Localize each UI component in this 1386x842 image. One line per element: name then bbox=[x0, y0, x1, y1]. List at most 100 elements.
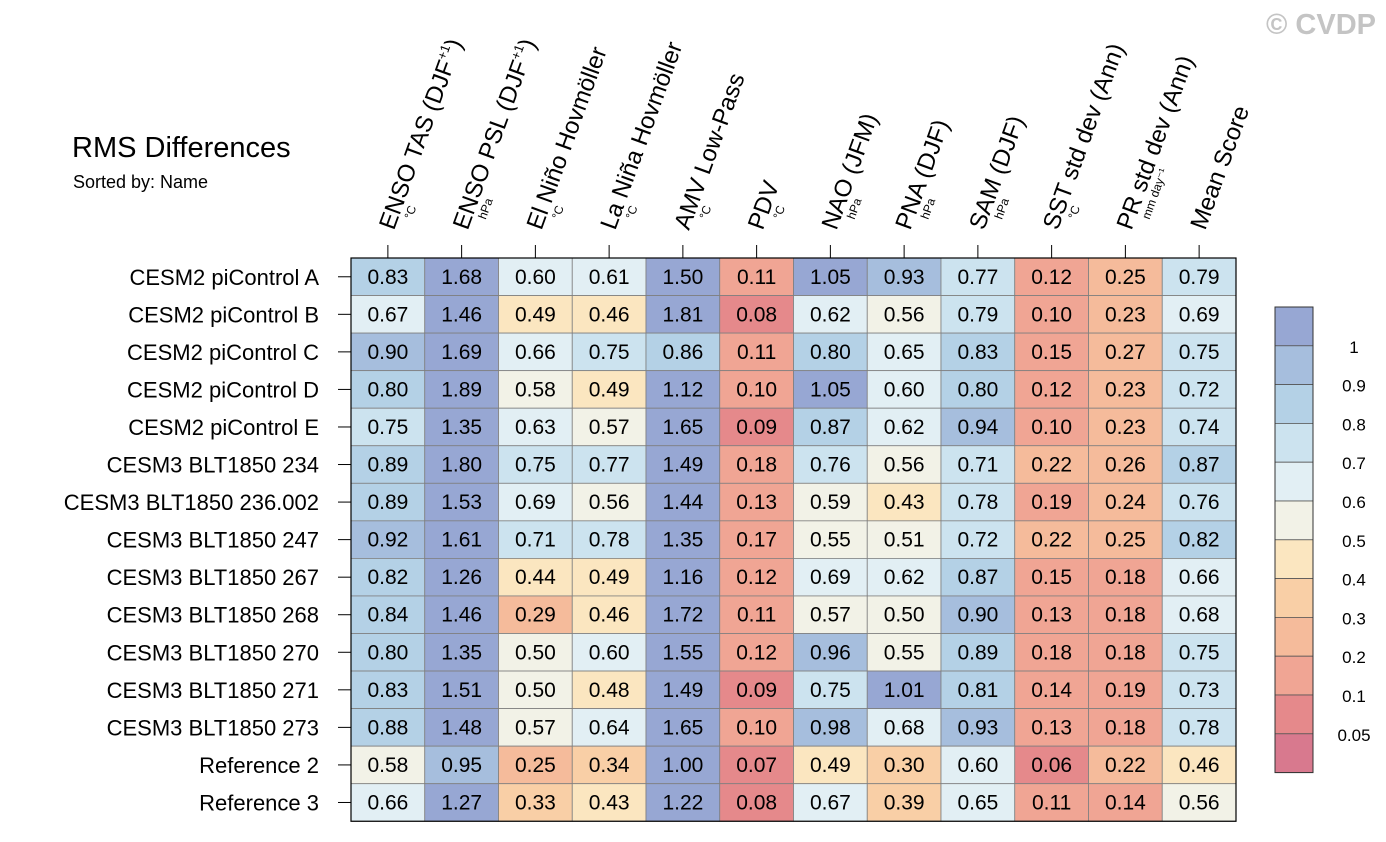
cell-value-label: 1.44 bbox=[662, 491, 703, 514]
cell-value-label: 0.09 bbox=[736, 679, 777, 702]
colorbar-segment bbox=[1274, 655, 1314, 696]
column-unit-label: hPa bbox=[992, 196, 1013, 221]
cell-value-label: 1.16 bbox=[662, 566, 703, 589]
cell-value-label: 0.12 bbox=[1031, 378, 1072, 401]
colorbar-segment bbox=[1274, 461, 1314, 502]
heatmap-cell bbox=[1088, 595, 1163, 634]
colorbar-segment bbox=[1274, 733, 1314, 773]
heatmap-cell bbox=[940, 783, 1016, 822]
heatmap-cell bbox=[793, 520, 868, 559]
cell-value-label: 0.69 bbox=[515, 491, 556, 514]
cell-value-label: 1.00 bbox=[662, 754, 703, 777]
heatmap-cell bbox=[350, 745, 426, 785]
heatmap-cell bbox=[1014, 445, 1089, 484]
heatmap-cell bbox=[645, 407, 721, 447]
cell-value-label: 0.08 bbox=[736, 303, 777, 326]
heatmap-cell bbox=[719, 257, 794, 296]
heatmap-cell bbox=[719, 295, 794, 334]
cell-value-label: 0.61 bbox=[589, 266, 630, 289]
heatmap-cell bbox=[793, 482, 868, 522]
heatmap-cell bbox=[793, 295, 868, 334]
colorbar-tick-label: 0.05 bbox=[1337, 726, 1370, 745]
heatmap-cell bbox=[1161, 445, 1237, 484]
cell-value-label: 0.25 bbox=[1105, 266, 1146, 289]
heatmap-cell bbox=[866, 445, 942, 484]
row-label: CESM2 piControl E bbox=[128, 415, 319, 440]
cell-value-label: 0.75 bbox=[515, 454, 556, 477]
cell-value-label: 0.14 bbox=[1031, 679, 1072, 702]
cell-value-label: 0.77 bbox=[589, 454, 630, 477]
cell-value-label: 0.89 bbox=[367, 454, 408, 477]
cell-value-label: 0.29 bbox=[515, 604, 556, 627]
cell-value-label: 0.75 bbox=[1179, 641, 1220, 664]
cell-value-label: 0.34 bbox=[589, 754, 630, 777]
cell-value-label: 0.78 bbox=[589, 529, 630, 552]
row-label: CESM2 piControl A bbox=[129, 265, 319, 290]
column-label: SST std dev (Ann) bbox=[1038, 40, 1130, 233]
heatmap-cell bbox=[1014, 708, 1089, 747]
cell-value-label: 0.79 bbox=[1179, 266, 1220, 289]
cell-value-label: 0.87 bbox=[810, 416, 851, 439]
column-label: El Niño Hovmöller bbox=[522, 43, 613, 233]
cell-value-label: 0.94 bbox=[957, 416, 998, 439]
cell-value-label: 0.98 bbox=[810, 716, 851, 739]
heatmap-cell bbox=[424, 595, 499, 634]
cell-value-label: 0.82 bbox=[367, 566, 408, 589]
colorbar-tick-label: 0.3 bbox=[1342, 609, 1366, 628]
cell-value-label: 0.07 bbox=[736, 754, 777, 777]
heatmap-cell bbox=[1014, 257, 1089, 296]
heatmap-cell bbox=[793, 332, 868, 372]
cell-value-label: 0.84 bbox=[367, 604, 408, 627]
heatmap-cell bbox=[424, 670, 499, 709]
cell-value-label: 0.63 bbox=[515, 416, 556, 439]
cell-value-label: 0.33 bbox=[515, 791, 556, 814]
cell-value-label: 0.71 bbox=[957, 454, 998, 477]
cell-value-label: 0.66 bbox=[1179, 566, 1220, 589]
heatmap-cell bbox=[1088, 633, 1163, 672]
heatmap-cell bbox=[424, 558, 499, 597]
cell-value-label: 0.49 bbox=[589, 378, 630, 401]
cell-value-label: 0.87 bbox=[957, 566, 998, 589]
cell-value-label: 0.73 bbox=[1179, 679, 1220, 702]
chart-title: RMS Differences bbox=[72, 132, 291, 164]
heatmap-cell bbox=[940, 558, 1016, 597]
cell-value-label: 0.18 bbox=[1031, 641, 1072, 664]
colorbar-border bbox=[1274, 306, 1314, 774]
cell-value-label: 0.19 bbox=[1105, 679, 1146, 702]
cell-value-label: 1.61 bbox=[441, 529, 482, 552]
heatmap-cell bbox=[645, 783, 721, 822]
cell-value-label: 0.18 bbox=[1105, 604, 1146, 627]
cell-value-label: 0.72 bbox=[1179, 378, 1220, 401]
heatmap-cell bbox=[645, 745, 721, 785]
cell-value-label: 1.05 bbox=[810, 378, 851, 401]
heatmap-cell bbox=[350, 708, 426, 747]
cell-value-label: 0.27 bbox=[1105, 341, 1146, 364]
cell-value-label: 1.72 bbox=[662, 604, 703, 627]
cell-value-label: 0.80 bbox=[367, 378, 408, 401]
cell-value-label: 0.17 bbox=[736, 529, 777, 552]
row-label: Reference 3 bbox=[199, 790, 319, 815]
cell-value-label: 0.80 bbox=[957, 378, 998, 401]
heatmap-cell bbox=[866, 257, 942, 296]
column-unit-label: °C bbox=[623, 203, 641, 221]
cell-value-label: 0.86 bbox=[662, 341, 703, 364]
heatmap-cell bbox=[350, 482, 426, 522]
heatmap-cell bbox=[571, 633, 647, 672]
colorbar-segment bbox=[1274, 617, 1314, 657]
cell-value-label: 0.62 bbox=[884, 416, 925, 439]
cell-value-label: 0.12 bbox=[1031, 266, 1072, 289]
cell-value-label: 0.50 bbox=[515, 641, 556, 664]
cell-value-label: 1.12 bbox=[662, 378, 703, 401]
row-label: CESM3 BLT1850 267 bbox=[107, 565, 319, 590]
row-label: CESM3 BLT1850 234 bbox=[107, 453, 319, 478]
heatmap-cell bbox=[1088, 370, 1163, 409]
column-label: Mean Score bbox=[1185, 102, 1255, 233]
colorbar-segment bbox=[1274, 578, 1314, 618]
column-unit-label: °C bbox=[770, 203, 788, 221]
heatmap-cell bbox=[793, 445, 868, 484]
heatmap-cell bbox=[571, 295, 647, 334]
heatmap-cell bbox=[719, 445, 794, 484]
cell-value-label: 1.27 bbox=[441, 791, 482, 814]
cell-value-label: 0.25 bbox=[1105, 529, 1146, 552]
cell-value-label: 0.49 bbox=[589, 566, 630, 589]
